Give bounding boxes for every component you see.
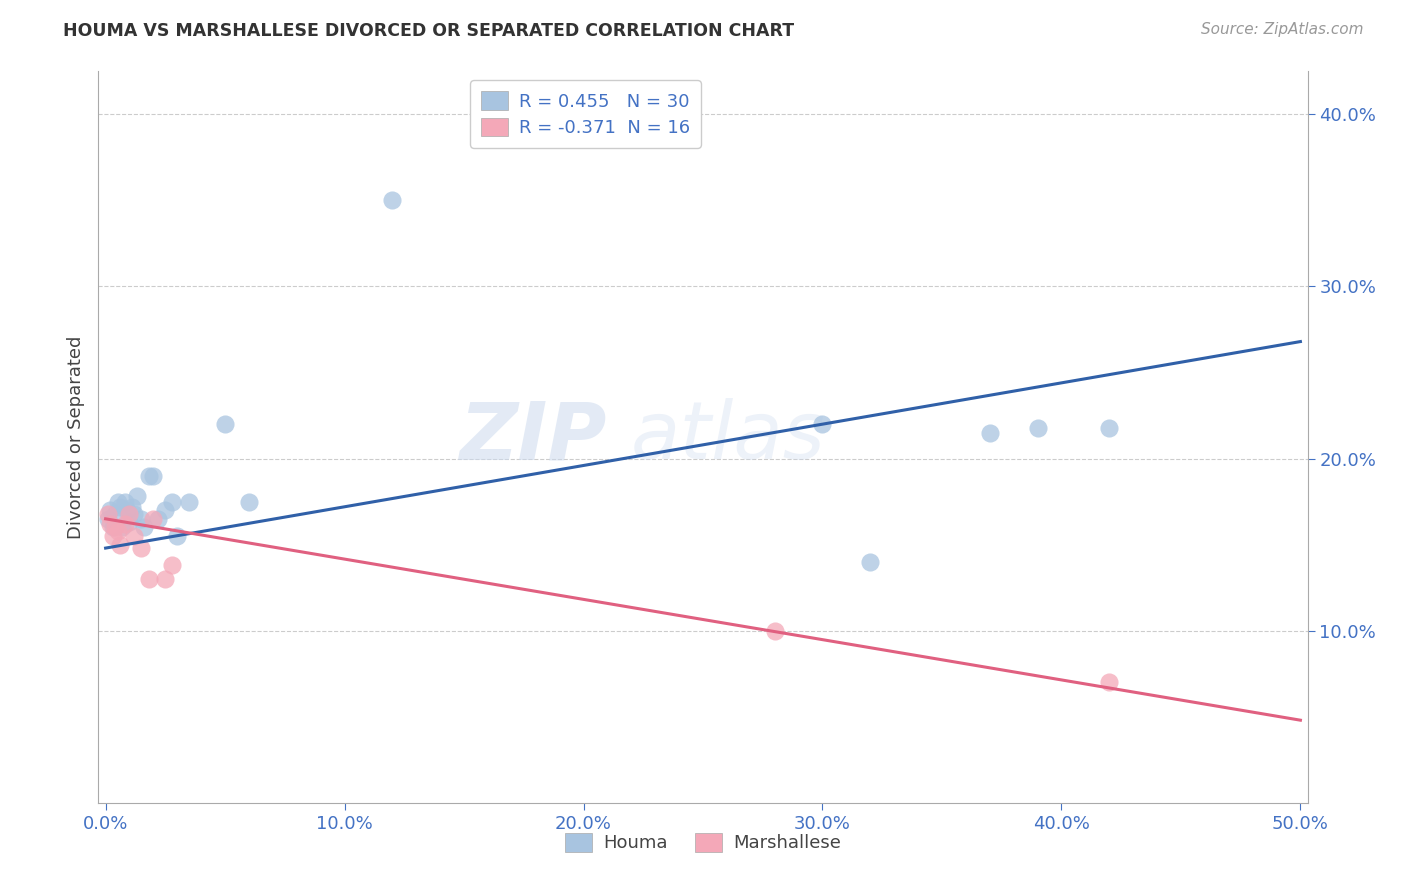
Point [132, 520, 155, 534]
Point [131, 541, 153, 555]
Point [1026, 420, 1049, 434]
Point [107, 524, 129, 538]
Point [121, 500, 143, 514]
Point [97, 512, 120, 526]
Point [214, 417, 236, 432]
Point [114, 516, 136, 531]
Point [155, 503, 177, 517]
Text: atlas: atlas [630, 398, 825, 476]
Point [811, 417, 834, 432]
Point [122, 507, 145, 521]
Text: Source: ZipAtlas.com: Source: ZipAtlas.com [1201, 22, 1364, 37]
Point [131, 512, 153, 526]
Point [238, 494, 260, 508]
Point [122, 529, 145, 543]
Point [108, 500, 131, 514]
Point [98, 516, 121, 531]
Point [98, 503, 121, 517]
Point [763, 624, 786, 638]
Point [104, 520, 127, 534]
Point [138, 468, 160, 483]
Point [146, 512, 169, 526]
Point [1098, 675, 1121, 690]
Point [979, 425, 1001, 440]
Point [118, 516, 141, 530]
Point [101, 520, 124, 534]
Point [155, 572, 177, 586]
Point [114, 494, 136, 508]
Point [125, 490, 148, 504]
Point [108, 538, 131, 552]
Text: HOUMA VS MARSHALLESE DIVORCED OR SEPARATED CORRELATION CHART: HOUMA VS MARSHALLESE DIVORCED OR SEPARAT… [63, 22, 794, 40]
Legend: Houma, Marshallese: Houma, Marshallese [558, 826, 848, 860]
Point [101, 529, 124, 543]
Point [381, 194, 404, 208]
Point [107, 494, 129, 508]
Point [97, 507, 120, 521]
Point [118, 507, 141, 521]
Point [142, 468, 165, 483]
Point [1098, 420, 1121, 434]
Point [179, 494, 201, 508]
Y-axis label: Divorced or Separated: Divorced or Separated [66, 335, 84, 539]
Point [162, 558, 184, 573]
Point [142, 512, 165, 526]
Point [162, 494, 184, 508]
Point [166, 529, 188, 543]
Point [138, 572, 160, 586]
Point [104, 507, 127, 521]
Point [859, 555, 882, 569]
Point [115, 503, 138, 517]
Text: ZIP: ZIP [458, 398, 606, 476]
Point [111, 520, 134, 534]
